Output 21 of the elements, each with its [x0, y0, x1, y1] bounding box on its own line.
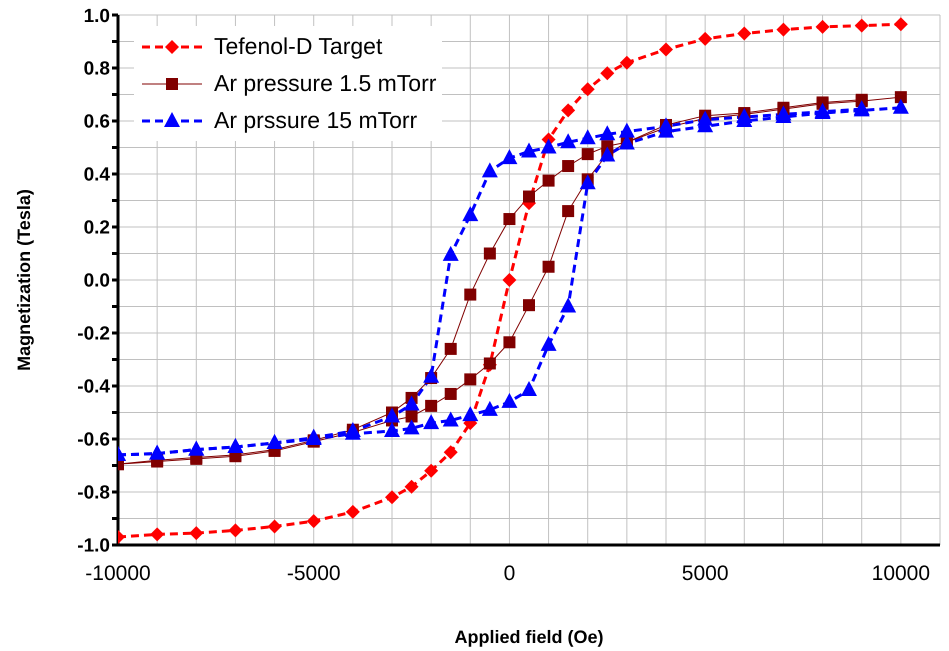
- legend-label: Tefenol-D Target: [214, 33, 382, 60]
- y-tick-label: -0.4: [77, 376, 110, 398]
- y-tick-label: -1.0: [77, 536, 110, 557]
- y-tick-label: 0.2: [84, 218, 110, 239]
- x-tick-label: -5000: [286, 562, 341, 585]
- x-tick-label: -10000: [85, 562, 151, 585]
- legend-label: Ar pressure 1.5 mTorr: [214, 70, 436, 97]
- y-tick-label: -0.6: [77, 430, 110, 451]
- y-tick-label: 0.0: [84, 270, 110, 292]
- y-tick-label: -0.2: [77, 324, 110, 345]
- y-tick-label: 0.8: [84, 58, 110, 80]
- legend-label: Ar prssure 15 mTorr: [214, 107, 418, 134]
- x-tick-label: 10000: [872, 562, 930, 585]
- y-tick-label: 0.4: [84, 164, 110, 186]
- x-axis-title: Applied field (Oe): [454, 627, 604, 647]
- y-tick-label: -0.8: [77, 482, 110, 504]
- y-tick-label: 1.0: [84, 6, 110, 27]
- y-tick-label: 0.6: [84, 112, 110, 133]
- x-tick-label: 5000: [682, 562, 728, 585]
- y-axis-title: Magnetization (Tesla): [14, 189, 34, 371]
- x-tick-label: 0: [504, 562, 516, 585]
